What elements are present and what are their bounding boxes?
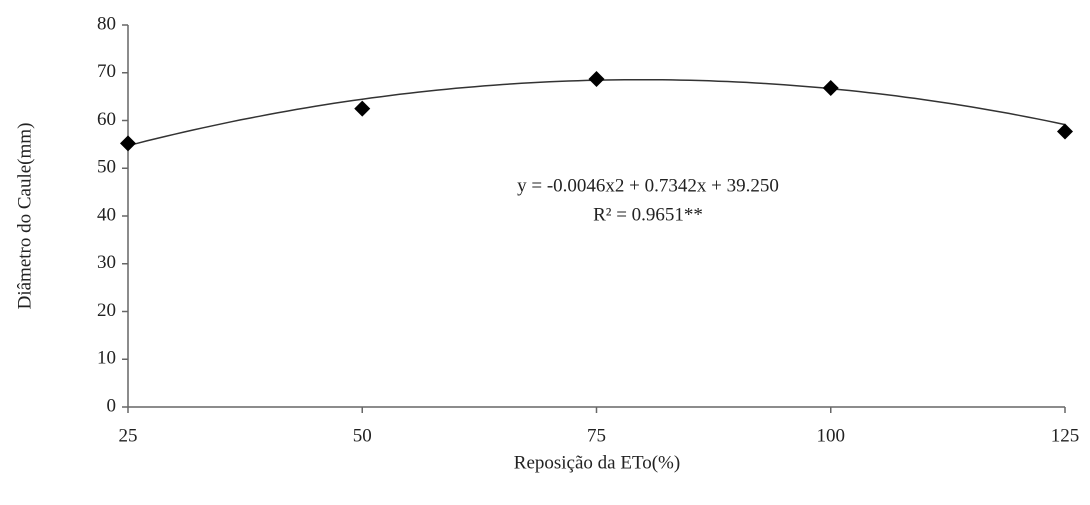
y-tick-label: 30 <box>97 252 116 273</box>
marker <box>822 80 839 97</box>
marker <box>1057 123 1073 140</box>
x-tick-label: 100 <box>817 425 846 446</box>
x-tick-label: 50 <box>353 425 372 446</box>
y-tick-label: 0 <box>107 395 117 416</box>
y-tick-label: 60 <box>97 109 116 130</box>
x-tick-label: 75 <box>587 425 606 446</box>
y-tick-label: 70 <box>97 61 116 82</box>
x-tick-label: 125 <box>1051 425 1080 446</box>
x-tick-label: 25 <box>119 425 138 446</box>
trend-equation: y = -0.0046x2 + 0.7342x + 39.250 <box>517 175 779 196</box>
y-tick-label: 10 <box>97 348 116 369</box>
y-tick-label: 80 <box>97 13 116 34</box>
trend-r2: R² = 0.9651** <box>593 204 703 225</box>
y-axis-label: Diâmetro do Caule(mm) <box>14 123 35 310</box>
y-tick-label: 20 <box>97 300 116 321</box>
marker <box>588 70 605 87</box>
trend-curve <box>127 78 1066 147</box>
marker <box>354 100 371 117</box>
y-tick-label: 50 <box>97 157 116 178</box>
y-tick-label: 40 <box>97 204 116 225</box>
marker <box>120 135 136 152</box>
x-axis-label: Reposição da ETo(%) <box>514 452 680 473</box>
